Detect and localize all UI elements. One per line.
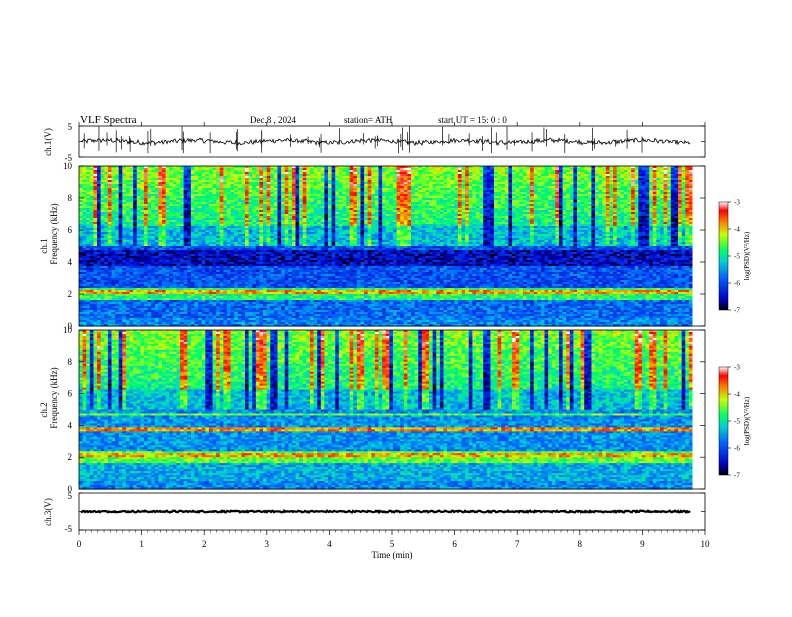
- wave-trace: [81, 138, 690, 145]
- ch1-waveform-panel: 5 -5 ch.1(V): [43, 122, 705, 163]
- figure-title: VLF Spectra: [80, 114, 137, 126]
- date-label: Dec.8 , 2024: [250, 115, 296, 125]
- start-time-label: start UT = 15: 0 : 0: [438, 115, 507, 125]
- ch1-ytick-top: 5: [68, 122, 73, 132]
- ch1-waveform-marks: [79, 126, 705, 157]
- ch1-ylabel: ch.1(V): [43, 128, 53, 156]
- station-label: station= ATH: [344, 115, 393, 125]
- ch1-spectrogram-image: [79, 166, 705, 327]
